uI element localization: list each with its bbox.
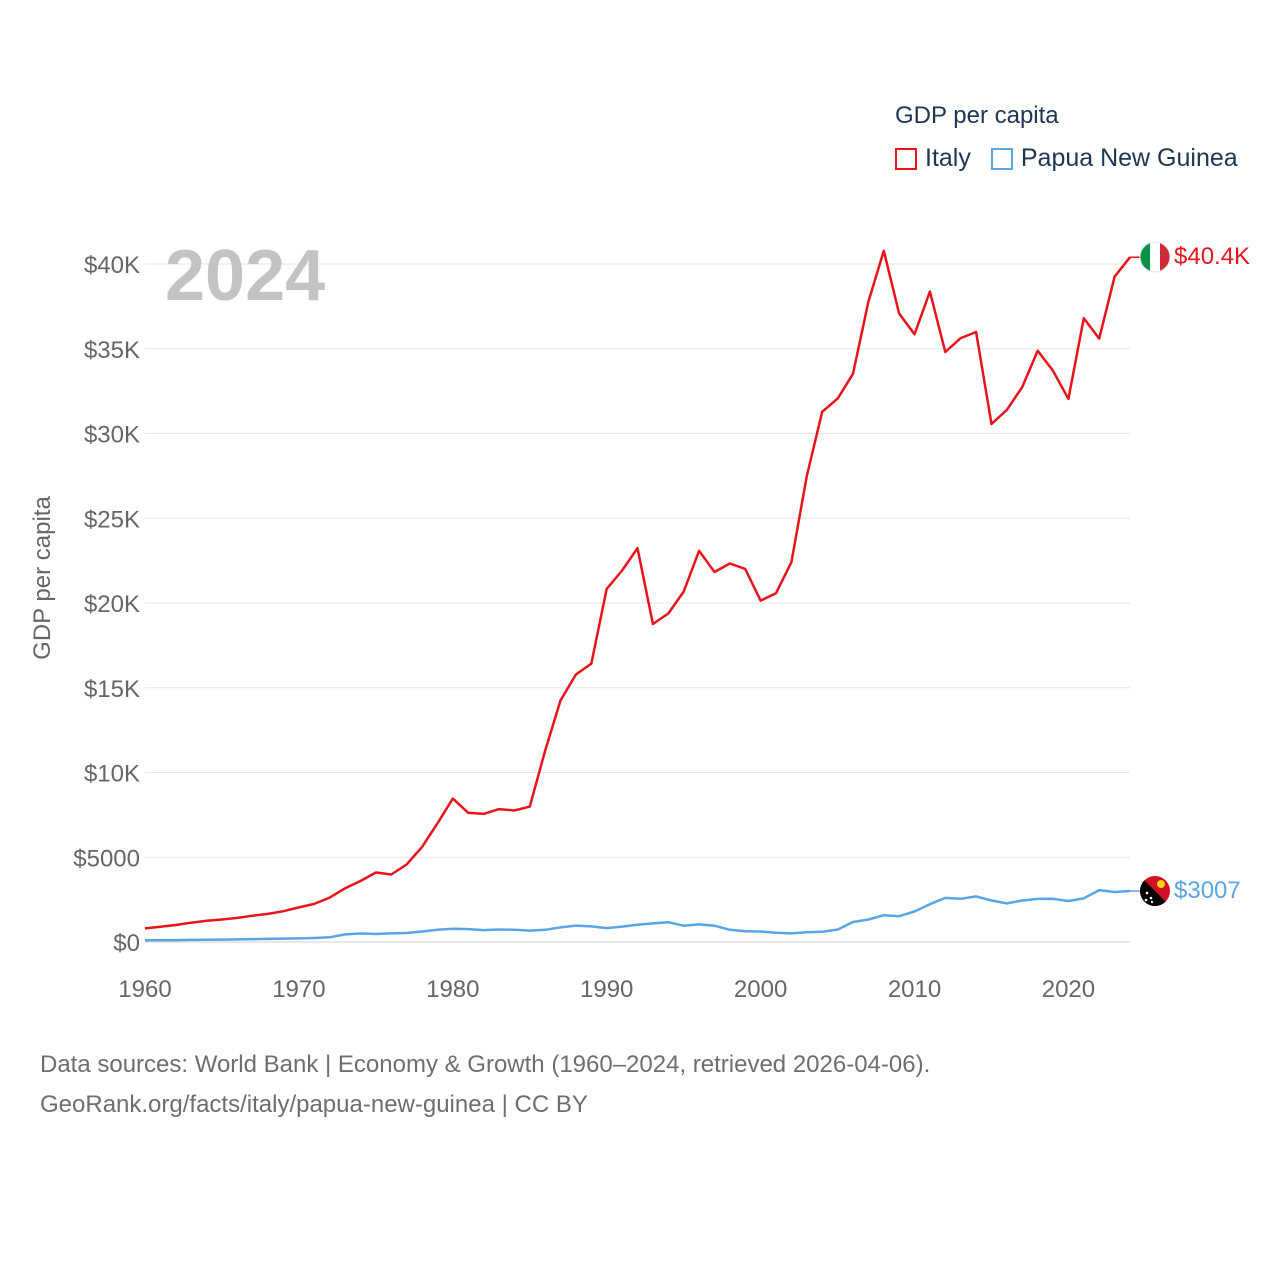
legend-title: GDP per capita <box>895 102 1059 129</box>
x-tick-label: 1980 <box>426 976 479 1003</box>
x-tick-label: 2010 <box>888 976 941 1003</box>
series-line-papua-new-guinea[interactable] <box>144 888 1131 942</box>
legend: Italy Papua New Guinea <box>895 144 1258 173</box>
footer-credits: Data sources: World Bank | Economy & Gro… <box>40 1045 930 1125</box>
y-tick-label: $40K <box>84 252 140 279</box>
legend-label-italy: Italy <box>925 144 971 172</box>
x-axis-tick-labels: 1960 1970 1980 1990 2000 2010 2020 <box>118 976 1095 1003</box>
year-watermark: 2024 <box>165 236 325 316</box>
papua-new-guinea-flag-icon <box>1140 876 1170 906</box>
y-tick-label: $5000 <box>73 845 140 872</box>
grid-lines <box>145 263 1130 943</box>
legend-swatch-papua-new-guinea <box>990 147 1013 170</box>
x-tick-label: 1990 <box>580 976 633 1003</box>
y-tick-label: $35K <box>84 337 140 364</box>
italy-flag-icon <box>1139 241 1171 273</box>
x-tick-label: 1960 <box>118 976 171 1003</box>
y-tick-label: $15K <box>84 676 140 703</box>
y-tick-label: $25K <box>84 506 140 533</box>
legend-swatch-italy <box>895 147 917 170</box>
legend-item-italy[interactable]: Italy <box>895 144 971 173</box>
x-tick-label: 2020 <box>1042 976 1095 1003</box>
italy-end-value-label: $40.4K <box>1174 243 1250 270</box>
y-tick-label: $30K <box>84 422 140 449</box>
footer-sources: Data sources: World Bank | Economy & Gro… <box>40 1051 931 1078</box>
y-axis-title: GDP per capita <box>29 496 56 660</box>
y-tick-label: $10K <box>84 761 140 788</box>
x-tick-label: 1970 <box>272 976 325 1003</box>
png-end-value-label: $3007 <box>1174 877 1241 904</box>
series-line-italy[interactable] <box>144 249 1131 930</box>
legend-label-papua-new-guinea: Papua New Guinea <box>1020 144 1238 172</box>
x-tick-label: 2000 <box>734 976 787 1003</box>
legend-item-papua-new-guinea[interactable]: Papua New Guinea <box>990 144 1238 173</box>
y-axis-tick-labels: $0 $5000 $10K $15K $20K $25K $30K $35K $40K <box>73 252 140 957</box>
footer-license-link[interactable]: GeoRank.org/facts/italy/papua-new-guinea… <box>40 1091 588 1118</box>
y-tick-label: $0 <box>113 930 140 957</box>
series-lines <box>144 249 1140 942</box>
y-tick-label: $20K <box>84 591 140 618</box>
